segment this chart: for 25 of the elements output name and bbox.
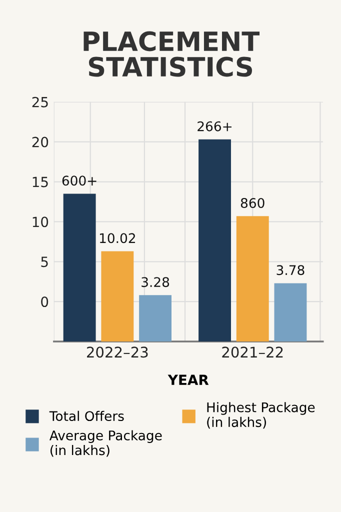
y-tick-label: 25 [32,96,48,108]
y-tick-label: 20 [32,136,48,148]
annotation: 3.78 [276,265,304,276]
annotation: 266+ [198,121,232,132]
bar [236,216,269,342]
y-tick-label: 15 [32,176,48,188]
annotation: 3.28 [142,277,170,288]
annotation: 10.02 [100,233,135,244]
x-tick-label: 2021–22 [222,346,283,358]
chart-title: PLACEMENT STATISTICS [84,31,260,77]
y-tick-label: 10 [32,216,48,228]
legend-label: Average Package (in lakhs) [49,430,162,457]
x-axis-title: YEAR [168,374,209,385]
bar [63,194,96,342]
y-tick-label: 5 [41,256,48,268]
bar [274,283,307,342]
x-tick-label: 2022–23 [87,346,148,358]
bar [101,251,134,342]
annotation: 860 [240,198,264,208]
bar [198,139,231,342]
bar [139,295,172,342]
legend-label: Highest Package (in lakhs) [207,402,315,429]
annotation: 600+ [62,176,96,186]
legend-label: Total Offers [49,410,124,422]
y-tick-label: 0 [41,296,48,308]
